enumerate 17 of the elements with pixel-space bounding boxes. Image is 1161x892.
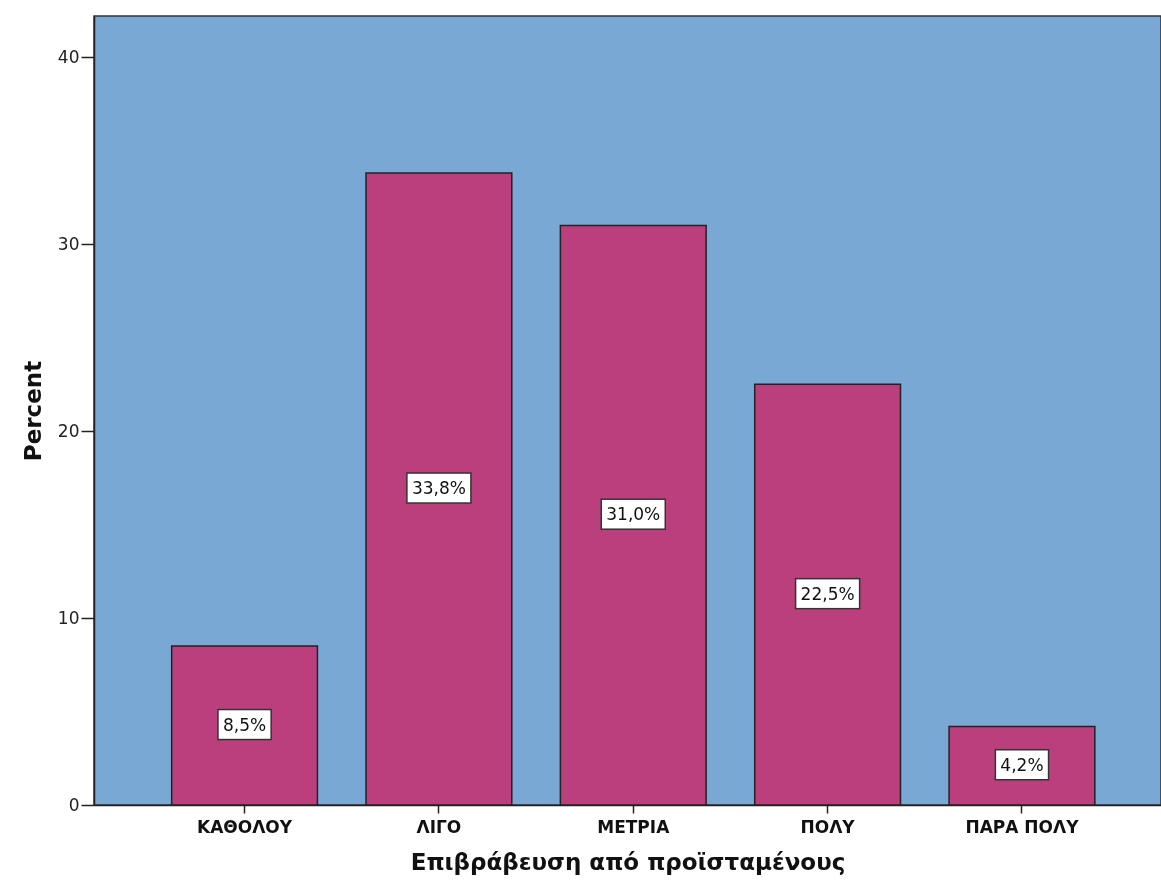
x-tick-label: ΠΟΛΥ [800,816,856,837]
x-tick-label: ΠΑΡΑ ΠΟΛΥ [965,816,1080,837]
data-label: 4,2% [1000,754,1044,775]
x-tick-label: ΚΑΘΟΛΟΥ [196,816,293,837]
y-tick-label: 30 [57,233,80,254]
data-label: 33,8% [411,478,466,499]
x-tick-label: ΜΕΤΡΙΑ [597,816,671,837]
y-tick-label: 0 [68,794,80,815]
y-axis-title: Percent [19,360,46,462]
y-tick-label: 40 [57,46,80,67]
x-axis-title: Επιβράβευση από προϊσταμένους [410,848,846,875]
y-tick-label: 10 [57,607,80,628]
y-tick-label: 20 [57,420,80,441]
data-label: 31,0% [606,504,661,525]
data-label: 22,5% [800,583,855,604]
x-tick-label: ΛΙΓΟ [416,816,462,837]
data-label: 8,5% [222,714,267,735]
